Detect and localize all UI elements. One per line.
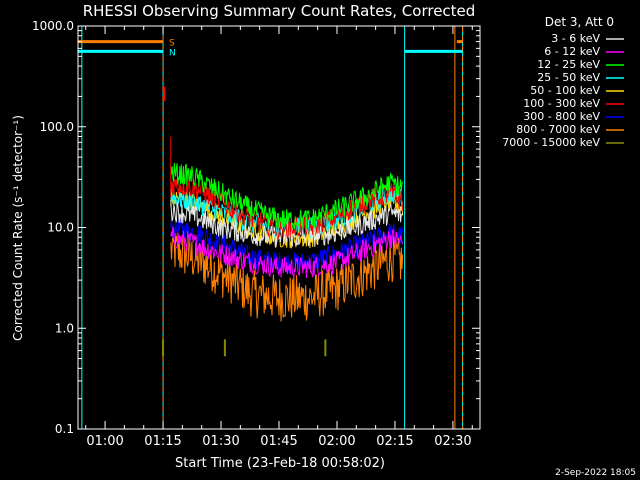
x-tick-label-6: 02:15 bbox=[376, 434, 413, 449]
chart-title: RHESSI Observing Summary Count Rates, Co… bbox=[83, 2, 476, 20]
y-axis-label: Corrected Count Rate (s⁻¹ detector⁻¹) bbox=[11, 115, 25, 341]
y-tick-label-2: 100.0 bbox=[40, 120, 74, 134]
flag-annotation-1: S bbox=[169, 39, 175, 49]
legend-label-7: 300 - 800 keV bbox=[523, 110, 600, 123]
legend-label-6: 100 - 300 keV bbox=[523, 97, 600, 110]
y-axis: 1000.0 100.0 10.0 1.0 0.1 bbox=[32, 19, 480, 436]
x-tick-label-2: 01:15 bbox=[144, 434, 181, 449]
x-tick-label-1: 01:00 bbox=[86, 434, 123, 449]
series-3-line bbox=[170, 163, 404, 230]
legend-label-3: 12 - 25 keV bbox=[537, 58, 600, 71]
x-axis-label: Start Time (23-Feb-18 00:58:02) bbox=[175, 456, 385, 471]
legend-label-5: 50 - 100 keV bbox=[530, 84, 600, 97]
series-7-line bbox=[170, 217, 404, 274]
legend-header: Det 3, Att 0 bbox=[545, 15, 614, 29]
series-6-line bbox=[170, 177, 404, 240]
legend-label-8: 800 - 7000 keV bbox=[516, 123, 600, 136]
x-tick-label-5: 02:00 bbox=[318, 434, 355, 449]
legend-label-1: 3 - 6 keV bbox=[551, 32, 600, 45]
series-5-line bbox=[170, 187, 404, 249]
legend-label-4: 25 - 50 keV bbox=[537, 71, 600, 84]
series-8-line bbox=[170, 226, 404, 322]
x-tick-label-4: 01:45 bbox=[260, 434, 297, 449]
x-tick-label-7: 02:30 bbox=[434, 434, 471, 449]
y-tick-label-1: 1000.0 bbox=[32, 19, 74, 33]
series-1-line bbox=[170, 199, 404, 250]
x-tick-label-3: 01:30 bbox=[202, 434, 239, 449]
legend-label-2: 6 - 12 keV bbox=[544, 45, 600, 58]
flag-annotation-2: N bbox=[169, 48, 176, 58]
y-tick-label-3: 10.0 bbox=[47, 221, 74, 235]
series-2-line bbox=[170, 227, 404, 279]
series-layer bbox=[162, 86, 404, 357]
y-tick-label-4: 1.0 bbox=[55, 321, 74, 335]
legend-label-9: 7000 - 15000 keV bbox=[502, 136, 600, 149]
x-axis: 01:00 01:15 01:30 01:45 02:00 02:15 02:30 bbox=[85, 26, 473, 449]
y-tick-label-5: 0.1 bbox=[55, 422, 74, 436]
date-stamp: 2-Sep-2022 18:05 bbox=[555, 468, 636, 478]
